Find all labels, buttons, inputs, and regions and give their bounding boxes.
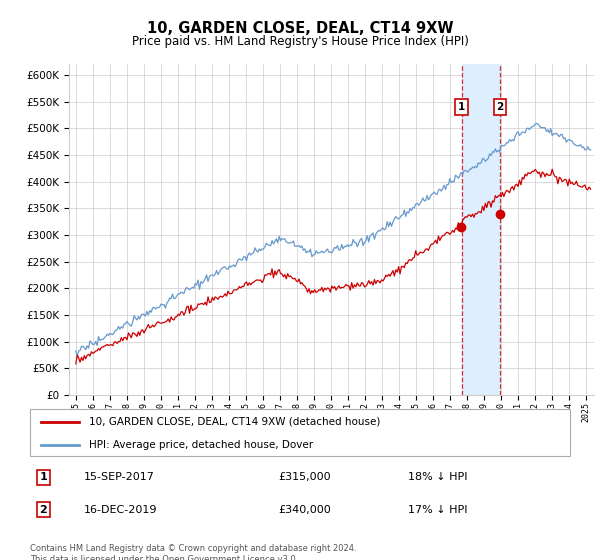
Text: 16-DEC-2019: 16-DEC-2019 — [84, 505, 157, 515]
Text: 10, GARDEN CLOSE, DEAL, CT14 9XW: 10, GARDEN CLOSE, DEAL, CT14 9XW — [147, 21, 453, 36]
Text: 1: 1 — [458, 102, 465, 112]
Text: £315,000: £315,000 — [278, 473, 331, 483]
Text: 1: 1 — [40, 473, 47, 483]
Text: 15-SEP-2017: 15-SEP-2017 — [84, 473, 155, 483]
Text: HPI: Average price, detached house, Dover: HPI: Average price, detached house, Dove… — [89, 440, 314, 450]
Bar — [461, 64, 500, 395]
Text: Contains HM Land Registry data © Crown copyright and database right 2024.
This d: Contains HM Land Registry data © Crown c… — [30, 544, 356, 560]
Text: 10, GARDEN CLOSE, DEAL, CT14 9XW (detached house): 10, GARDEN CLOSE, DEAL, CT14 9XW (detach… — [89, 417, 381, 427]
Text: £340,000: £340,000 — [278, 505, 331, 515]
Text: Price paid vs. HM Land Registry's House Price Index (HPI): Price paid vs. HM Land Registry's House … — [131, 35, 469, 48]
Text: 2: 2 — [496, 102, 503, 112]
Text: 18% ↓ HPI: 18% ↓ HPI — [408, 473, 467, 483]
Text: 17% ↓ HPI: 17% ↓ HPI — [408, 505, 467, 515]
Text: 2: 2 — [40, 505, 47, 515]
